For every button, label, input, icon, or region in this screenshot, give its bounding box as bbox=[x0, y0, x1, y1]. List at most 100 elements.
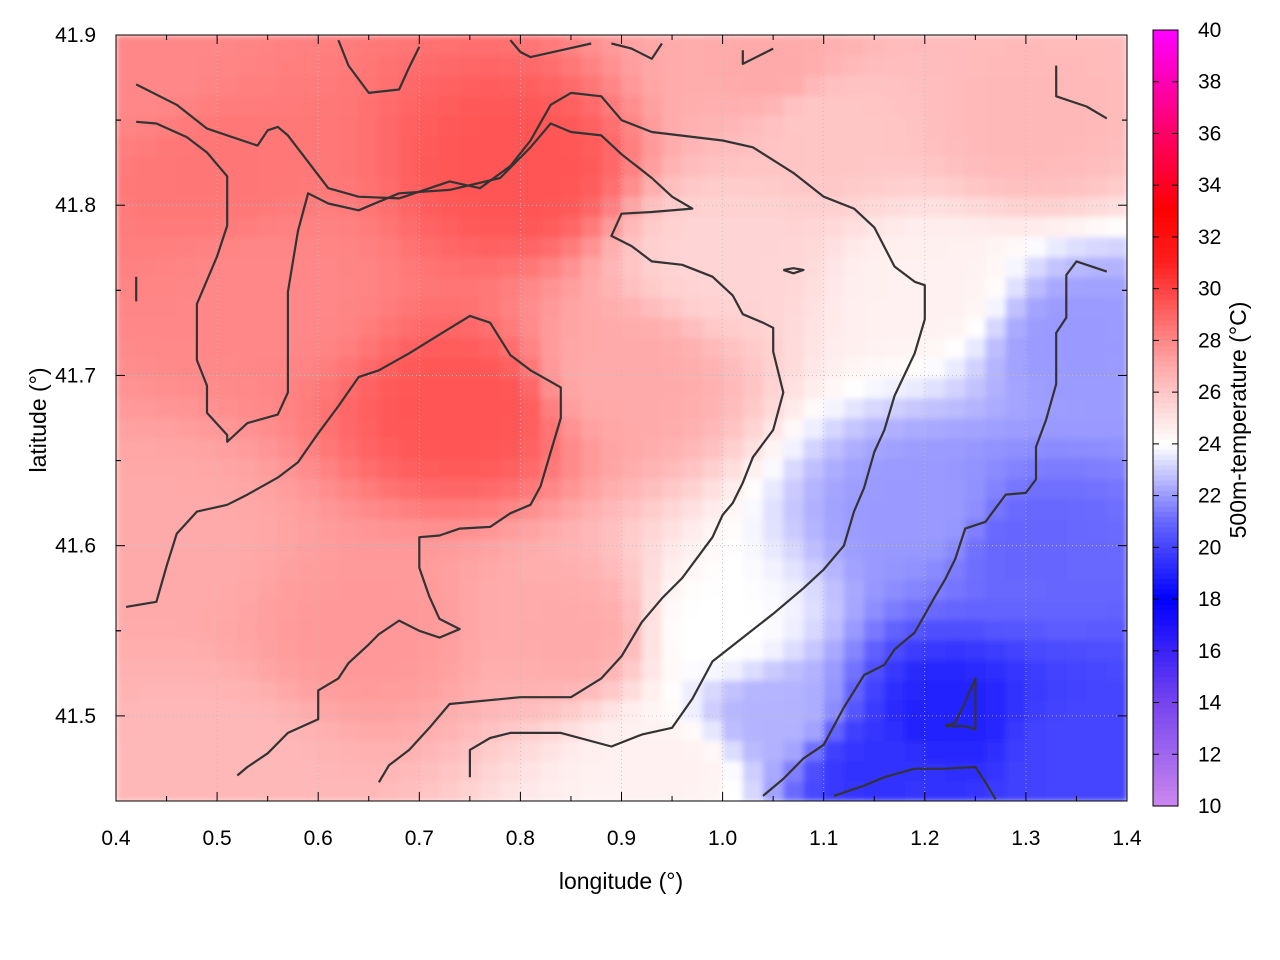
colorbar-segment bbox=[1153, 231, 1178, 238]
temperature-cell bbox=[378, 680, 400, 701]
temperature-cell bbox=[904, 115, 926, 137]
temperature-cell bbox=[702, 720, 724, 742]
temperature-cell bbox=[156, 760, 178, 782]
temperature-cell bbox=[621, 256, 643, 278]
temperature-cell bbox=[338, 276, 360, 298]
temperature-cell bbox=[945, 599, 966, 621]
temperature-cell bbox=[297, 216, 319, 238]
temperature-cell bbox=[924, 418, 946, 439]
temperature-cell bbox=[257, 115, 279, 137]
temperature-cell bbox=[257, 780, 279, 801]
temperature-cell bbox=[924, 196, 946, 218]
temperature-cell bbox=[985, 337, 1007, 359]
temperature-cell bbox=[277, 579, 299, 601]
temperature-cell bbox=[136, 619, 158, 641]
temperature-cell bbox=[560, 740, 582, 762]
temperature-cell bbox=[1025, 377, 1047, 399]
temperature-cell bbox=[884, 357, 906, 379]
temperature-cell bbox=[156, 256, 178, 278]
temperature-cell bbox=[520, 75, 542, 97]
temperature-cell bbox=[965, 75, 987, 97]
temperature-cell bbox=[540, 357, 562, 379]
temperature-cell bbox=[479, 478, 501, 500]
temperature-cell bbox=[217, 297, 238, 318]
temperature-cell bbox=[823, 236, 845, 258]
colorbar-tick-label: 24 bbox=[1198, 433, 1222, 456]
temperature-cell bbox=[560, 780, 582, 801]
temperature-cell bbox=[277, 659, 299, 681]
temperature-cell bbox=[196, 740, 218, 762]
temperature-cell bbox=[682, 135, 703, 157]
temperature-cell bbox=[843, 337, 865, 359]
colorbar-segment bbox=[1153, 340, 1178, 347]
temperature-cell bbox=[945, 155, 966, 177]
temperature-cell bbox=[924, 236, 946, 258]
temperature-cell bbox=[439, 297, 461, 318]
colorbar-tick-label: 36 bbox=[1198, 122, 1221, 145]
temperature-cell bbox=[116, 599, 137, 621]
temperature-cell bbox=[682, 498, 703, 520]
temperature-cell bbox=[1106, 397, 1127, 419]
temperature-cell bbox=[1106, 276, 1127, 298]
temperature-cell bbox=[1106, 418, 1127, 439]
temperature-cell bbox=[864, 579, 885, 601]
temperature-cell bbox=[318, 377, 340, 399]
temperature-cell bbox=[1106, 196, 1127, 218]
colorbar-segment bbox=[1153, 655, 1178, 662]
temperature-cell bbox=[722, 357, 744, 379]
contour-line bbox=[833, 765, 997, 800]
temperature-cell bbox=[136, 35, 158, 56]
temperature-cell bbox=[1025, 760, 1047, 782]
temperature-cell bbox=[217, 740, 238, 762]
temperature-cell bbox=[965, 236, 987, 258]
temperature-cell bbox=[257, 458, 279, 480]
temperature-cell bbox=[965, 337, 987, 359]
temperature-cell bbox=[116, 35, 137, 56]
temperature-cell bbox=[1106, 155, 1127, 177]
temperature-cell bbox=[843, 639, 865, 661]
temperature-cell bbox=[924, 538, 946, 560]
temperature-cell bbox=[136, 55, 158, 76]
temperature-cell bbox=[318, 357, 340, 379]
temperature-cell bbox=[601, 95, 623, 117]
temperature-cell bbox=[378, 155, 400, 177]
temperature-cell bbox=[601, 75, 623, 97]
contour-line bbox=[136, 120, 785, 783]
temperature-cell bbox=[116, 659, 137, 681]
temperature-cell bbox=[763, 216, 784, 238]
temperature-cell bbox=[358, 35, 380, 56]
temperature-cell bbox=[742, 639, 764, 661]
temperature-cell bbox=[237, 317, 259, 338]
temperature-cell bbox=[601, 155, 623, 177]
temperature-cell bbox=[945, 680, 966, 701]
temperature-cell bbox=[843, 115, 865, 137]
temperature-cell bbox=[297, 659, 319, 681]
temperature-cell bbox=[1046, 740, 1067, 762]
temperature-cell bbox=[1086, 397, 1108, 419]
x-axis-title: longitude (°) bbox=[559, 868, 683, 894]
temperature-cell bbox=[358, 357, 380, 379]
temperature-cell bbox=[217, 780, 238, 801]
temperature-cell bbox=[1086, 659, 1108, 681]
temperature-cell bbox=[1106, 297, 1127, 318]
temperature-cell bbox=[1046, 55, 1067, 76]
temperature-cell bbox=[196, 155, 218, 177]
temperature-cell bbox=[378, 196, 400, 218]
temperature-cell bbox=[500, 176, 521, 197]
temperature-cell bbox=[904, 216, 926, 238]
temperature-cell bbox=[702, 478, 724, 500]
temperature-cell bbox=[1066, 256, 1088, 278]
temperature-cell bbox=[783, 579, 805, 601]
temperature-cell bbox=[682, 256, 703, 278]
temperature-cell bbox=[803, 357, 825, 379]
temperature-cell bbox=[702, 176, 724, 197]
temperature-cell bbox=[904, 196, 926, 218]
temperature-cell bbox=[318, 780, 340, 801]
temperature-cell bbox=[419, 297, 441, 318]
temperature-cell bbox=[237, 720, 259, 742]
temperature-cell bbox=[399, 35, 420, 56]
temperature-cell bbox=[581, 176, 602, 197]
temperature-cell bbox=[884, 75, 906, 97]
temperature-cell bbox=[176, 478, 198, 500]
temperature-cell bbox=[1025, 317, 1047, 338]
